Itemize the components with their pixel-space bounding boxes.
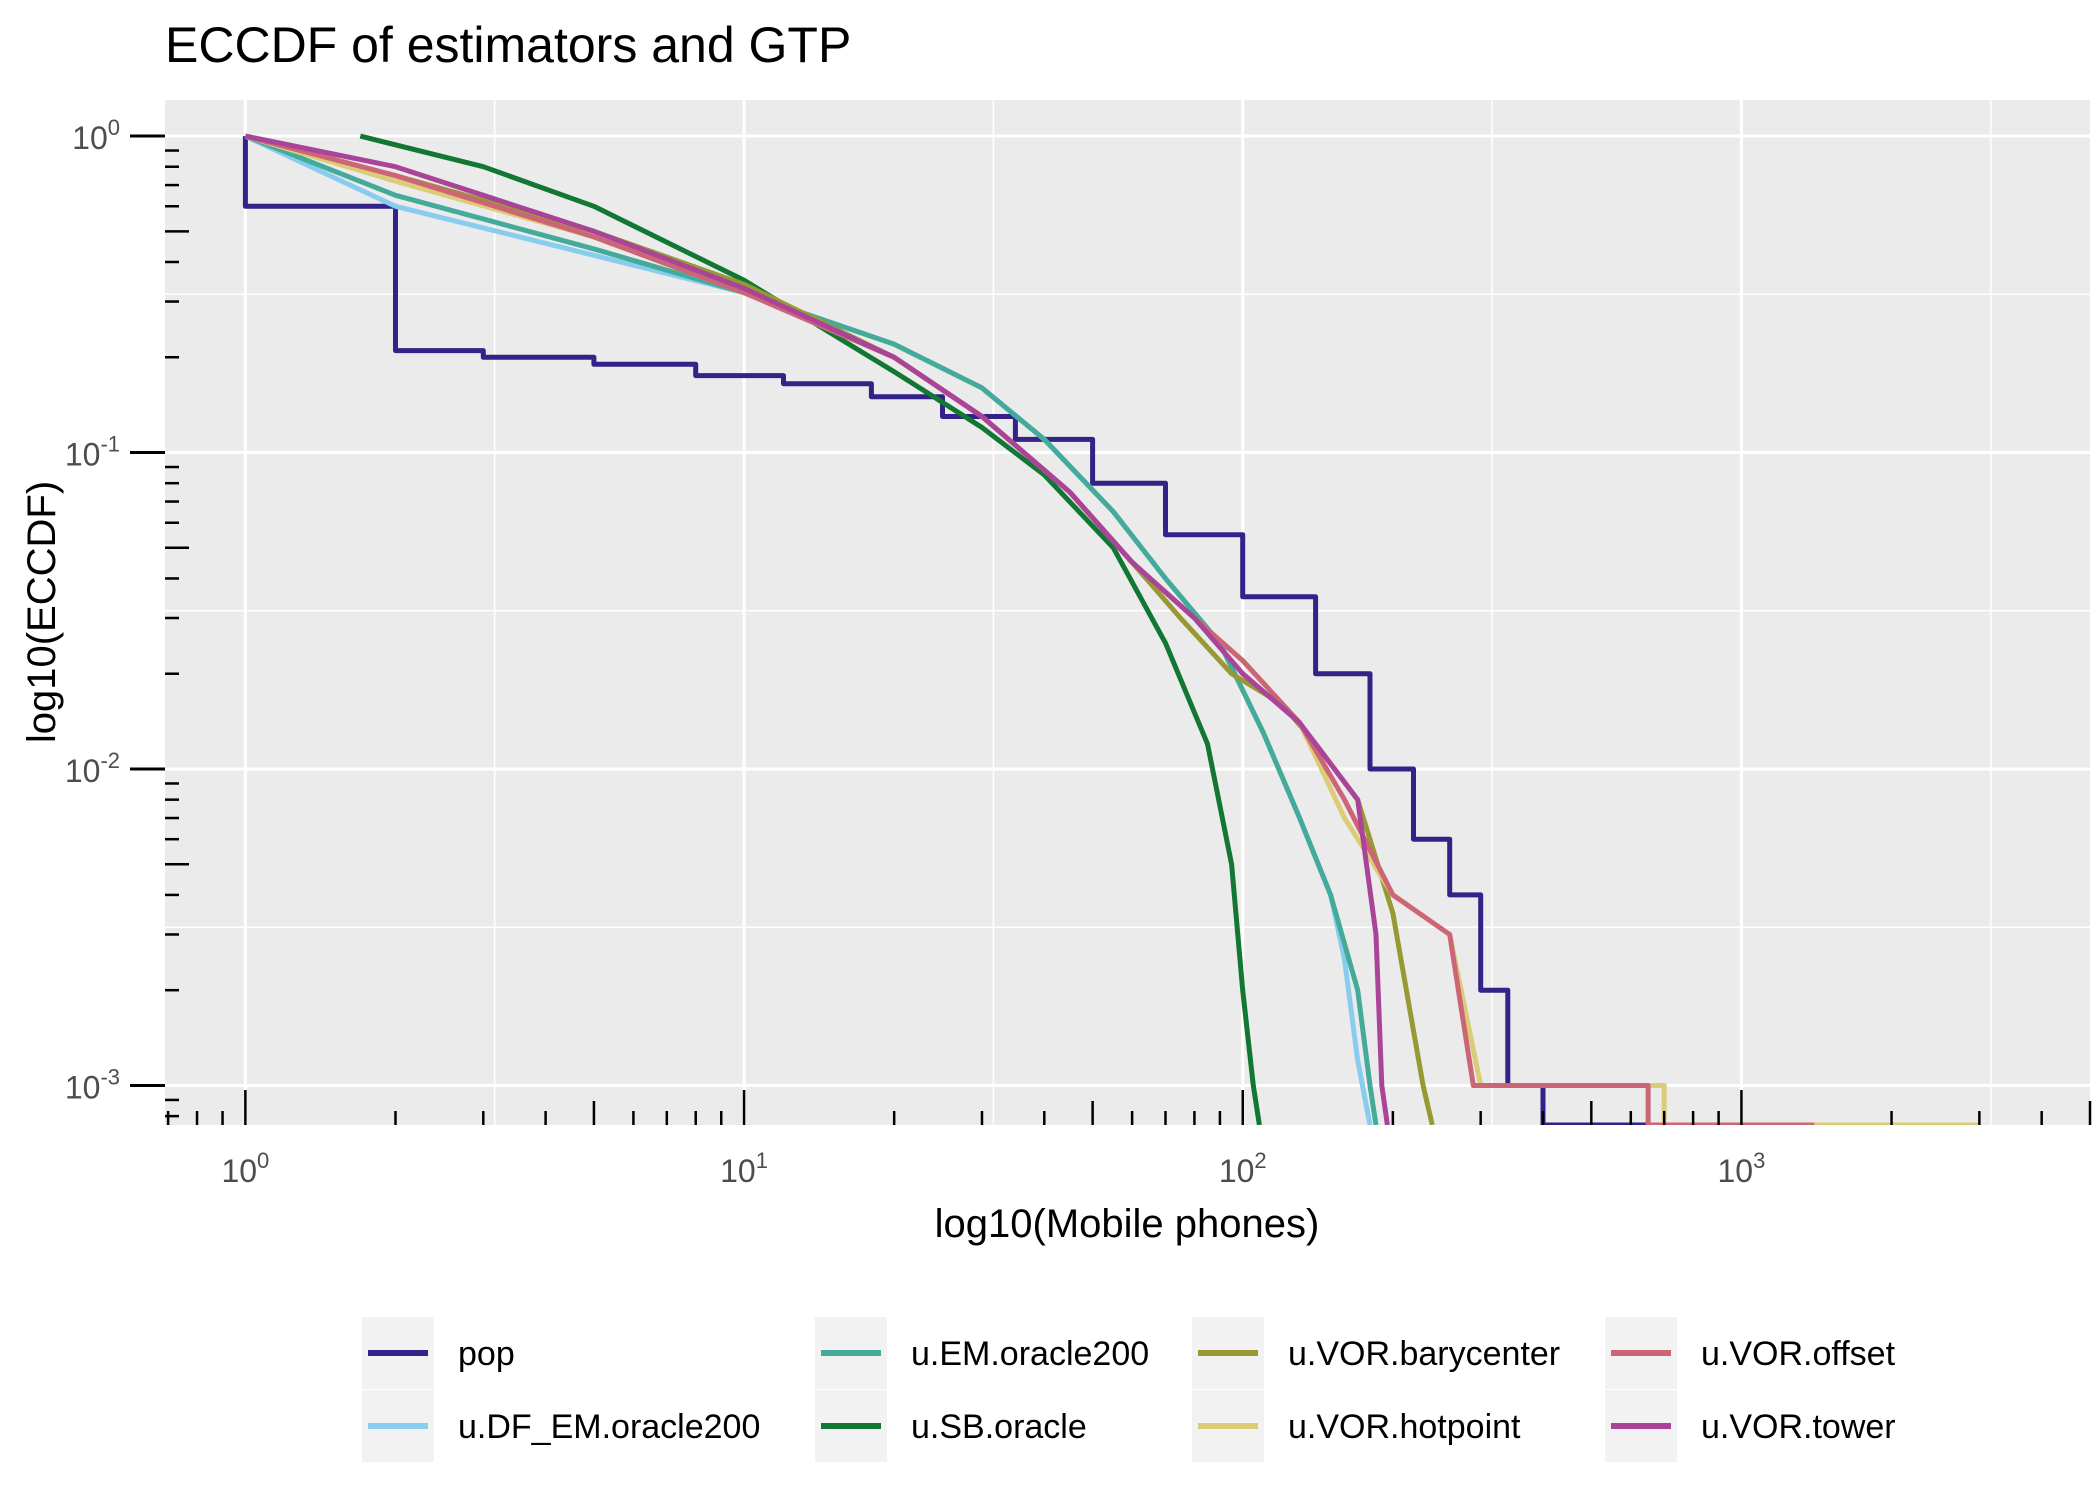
series-line-7 — [244, 133, 1390, 1125]
series-line-0 — [242, 136, 1665, 1125]
series-lines — [242, 133, 1980, 1125]
y-tick-label: 100 — [72, 115, 120, 156]
y-tick-label: 10-3 — [65, 1064, 120, 1105]
y-tick-label: 10-1 — [65, 432, 120, 473]
legend-label: u.VOR.barycenter — [1288, 1335, 1560, 1373]
legend-label: u.SB.oracle — [911, 1408, 1087, 1446]
x-axis-title: log10(Mobile phones) — [935, 1202, 1320, 1246]
legend-label: u.DF_EM.oracle200 — [458, 1408, 760, 1446]
legend-label: u.VOR.tower — [1701, 1408, 1896, 1446]
legend-label: pop — [458, 1335, 515, 1373]
x-tick-label: 101 — [720, 1148, 768, 1189]
series-line-2 — [244, 133, 1379, 1125]
legend-label: u.EM.oracle200 — [911, 1335, 1149, 1373]
legend-label: u.VOR.hotpoint — [1288, 1408, 1521, 1446]
plot-panel — [165, 100, 2090, 1125]
y-tick-label: 10-2 — [65, 748, 120, 789]
x-rug-ticks — [165, 149, 2092, 1125]
x-tick-label: 100 — [221, 1148, 269, 1189]
legend: pop u.DF_EM.oracle200 u.EM.oracle200 u.SB.o… — [362, 1317, 1896, 1462]
grid-lines — [165, 100, 2090, 1125]
x-tick-label: 103 — [1718, 1148, 1766, 1189]
series-line-3 — [359, 133, 1262, 1125]
x-axis: 100 101 102 103 — [221, 1148, 1765, 1189]
chart-title: ECCDF of estimators and GTP — [165, 17, 851, 73]
series-line-6 — [244, 133, 1815, 1125]
y-axis: 100 10-1 10-2 10-3 — [65, 115, 165, 1105]
x-tick-label: 102 — [1219, 1148, 1267, 1189]
y-axis-title: log10(ECCDF) — [20, 481, 64, 743]
legend-label: u.VOR.offset — [1701, 1335, 1896, 1373]
